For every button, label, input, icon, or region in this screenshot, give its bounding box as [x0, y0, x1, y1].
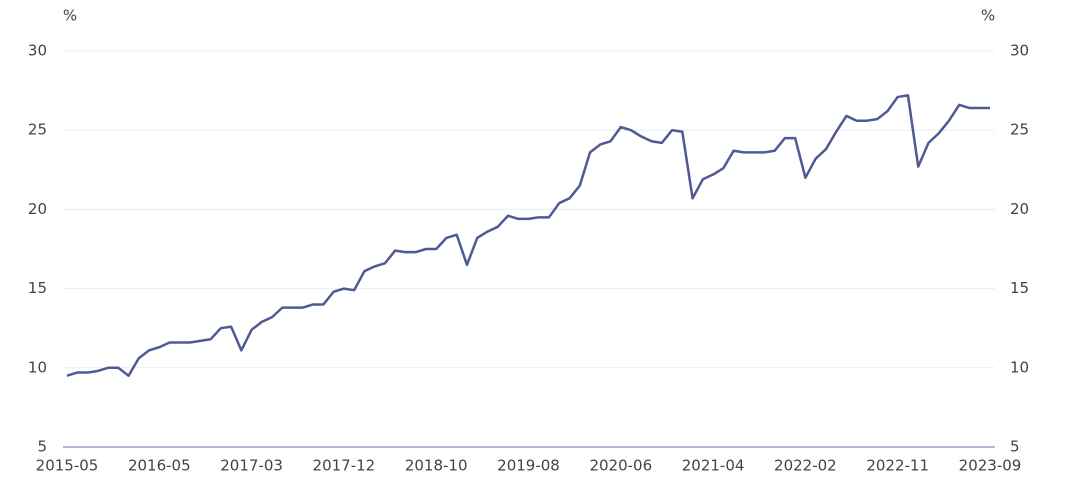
x-tick-label: 2017-12 — [313, 457, 376, 475]
y-tick-label: 10 — [28, 358, 47, 376]
x-tick-label: 2015-05 — [36, 457, 99, 475]
x-tick-label: 2016-05 — [128, 457, 191, 475]
x-tick-label: 2022-11 — [866, 457, 929, 475]
y-axis-label: % — [63, 7, 77, 25]
y2-axis-label: % — [981, 7, 995, 25]
y-tick-label: 20 — [28, 200, 47, 218]
x-tick-label: 2019-08 — [497, 457, 560, 475]
y2-tick-label: 5 — [1010, 438, 1020, 456]
y2-tick-label: 15 — [1010, 279, 1029, 297]
x-tick-label: 2017-03 — [220, 457, 283, 475]
y-tick-label: 30 — [28, 42, 47, 60]
x-tick-label: 2022-02 — [774, 457, 837, 475]
y2-tick-label: 10 — [1010, 358, 1029, 376]
x-tick-label: 2018-10 — [405, 457, 468, 475]
y2-tick-label: 20 — [1010, 200, 1029, 218]
x-tick-label: 2020-06 — [589, 457, 652, 475]
y-tick-label: 15 — [28, 279, 47, 297]
y2-tick-label: 25 — [1010, 121, 1029, 139]
x-tick-label: 2023-09 — [959, 457, 1022, 475]
x-tick-label: 2021-04 — [682, 457, 745, 475]
y2-tick-label: 30 — [1010, 42, 1029, 60]
y-tick-label: 5 — [37, 438, 47, 456]
data-line — [66, 94, 990, 377]
y-tick-label: 25 — [28, 121, 47, 139]
